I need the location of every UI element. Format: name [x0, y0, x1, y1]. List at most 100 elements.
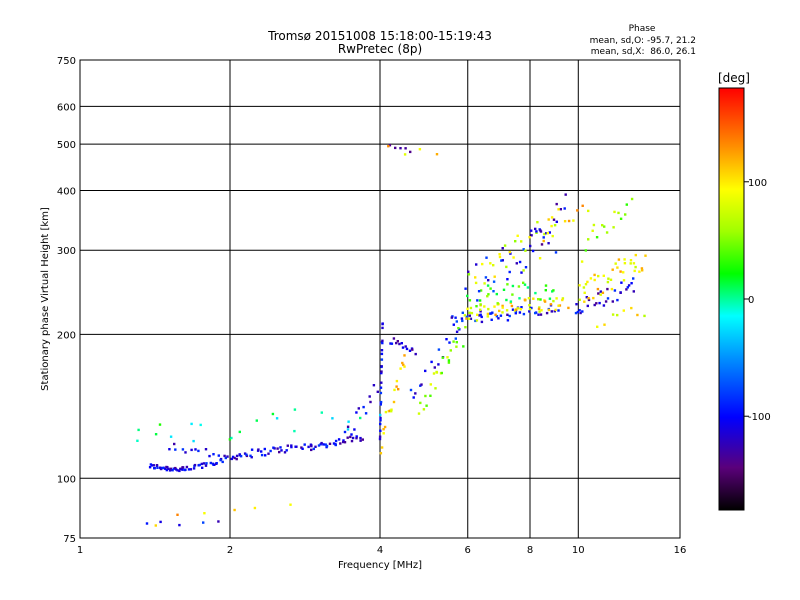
scatter-point [174, 466, 177, 470]
scatter-point [346, 436, 349, 439]
scatter-point [634, 265, 637, 269]
scatter-point [557, 208, 560, 211]
scatter-point [583, 300, 586, 303]
scatter-point [450, 316, 453, 319]
scatter-point [498, 309, 501, 313]
scatter-point [425, 404, 428, 407]
scatter-point [441, 356, 444, 359]
scatter-point [493, 305, 496, 308]
scatter-point [200, 462, 203, 466]
scatter-point [486, 315, 489, 318]
scatter-point [503, 244, 507, 247]
scatter-point [530, 306, 533, 310]
scatter-point [395, 379, 399, 383]
scatter-point [539, 298, 542, 301]
scatter-point [221, 460, 224, 464]
scatter-point [401, 361, 404, 365]
scatter-point [178, 523, 181, 527]
scatter-point [414, 352, 417, 356]
scatter-point [463, 314, 467, 317]
scatter-point [183, 468, 187, 472]
scatter-point [610, 287, 614, 291]
scatter-point [518, 260, 522, 264]
scatter-point [520, 240, 523, 243]
scatter-point [518, 297, 521, 300]
scatter-point [289, 503, 292, 506]
scatter-point [395, 341, 398, 345]
scatter-point [509, 300, 513, 303]
scatter-point [524, 249, 527, 252]
scatter-point [359, 416, 362, 420]
scatter-point [350, 433, 353, 436]
scatter-point [422, 408, 426, 411]
scatter-point [611, 300, 614, 303]
scatter-point [392, 400, 396, 404]
scatter-point [161, 466, 164, 470]
colorbar-tick-label--100: -100 [748, 412, 771, 423]
scatter-point [528, 310, 531, 313]
scatter-point [528, 304, 531, 307]
scatter-point [516, 307, 520, 310]
scatter-point [449, 349, 452, 352]
scatter-point [617, 211, 620, 215]
scatter-point [516, 234, 519, 237]
scatter-point [619, 217, 623, 220]
scatter-point [447, 361, 451, 364]
scatter-point [238, 430, 241, 434]
scatter-point [538, 306, 541, 309]
scatter-point [400, 342, 403, 345]
scatter-point [429, 383, 432, 386]
scatter-point [487, 293, 490, 296]
scatter-point [468, 311, 471, 314]
scatter-point [466, 307, 469, 310]
scatter-point [505, 265, 508, 269]
scatter-point [388, 409, 392, 412]
scatter-point [498, 255, 502, 259]
scatter-point [454, 337, 457, 340]
scatter-point [158, 423, 162, 426]
scatter-point [461, 311, 464, 314]
scatter-point [501, 259, 504, 262]
scatter-point [581, 204, 584, 207]
scatter-point [537, 298, 540, 301]
scatter-point [512, 256, 515, 259]
scatter-point [563, 207, 566, 210]
scatter-point [343, 441, 347, 444]
scatter-point [603, 323, 606, 326]
scatter-point [605, 231, 609, 234]
scatter-point [349, 435, 352, 439]
scatter-point [564, 193, 567, 196]
scatter-point [174, 468, 178, 471]
scatter-point [334, 439, 338, 443]
chart-subtitle: RwPretec (8p) [338, 42, 422, 56]
scatter-point [194, 448, 197, 451]
scatter-point [283, 451, 287, 454]
scatter-point [389, 342, 392, 345]
scatter-point [181, 468, 184, 471]
scatter-point [250, 448, 254, 451]
scatter-point [320, 411, 323, 414]
scatter-point [599, 290, 602, 293]
scatter-point [390, 408, 393, 411]
scatter-point [505, 298, 508, 302]
scatter-point [286, 444, 289, 447]
scatter-point [470, 311, 474, 315]
scatter-point [531, 249, 535, 253]
scatter-point [619, 270, 622, 273]
scatter-point [502, 288, 506, 291]
scatter-point [294, 445, 297, 448]
scatter-point [217, 520, 220, 523]
scatter-point [547, 308, 551, 312]
scatter-point [153, 467, 156, 470]
scatter-point [169, 468, 172, 471]
scatter-point [432, 372, 436, 375]
scatter-point [457, 327, 460, 330]
scatter-point [307, 445, 310, 449]
scatter-point [405, 347, 409, 351]
scatter-point [524, 266, 528, 269]
scatter-point [448, 341, 451, 344]
scatter-point [484, 276, 488, 279]
scatter-point [201, 466, 204, 469]
scatter-point [414, 392, 417, 395]
scatter-point [641, 269, 644, 272]
